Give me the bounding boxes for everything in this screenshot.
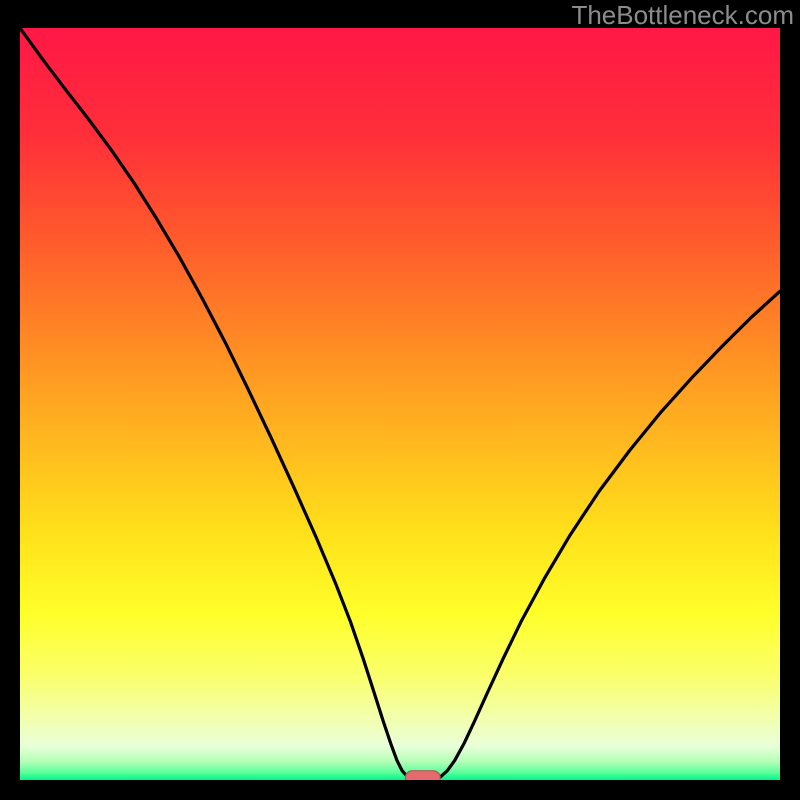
gradient-fill: [20, 28, 780, 780]
chart-svg: [0, 0, 800, 800]
plot-area: [20, 28, 780, 785]
watermark-label: TheBottleneck.com: [571, 0, 794, 31]
bottleneck-chart: TheBottleneck.com: [0, 0, 800, 800]
